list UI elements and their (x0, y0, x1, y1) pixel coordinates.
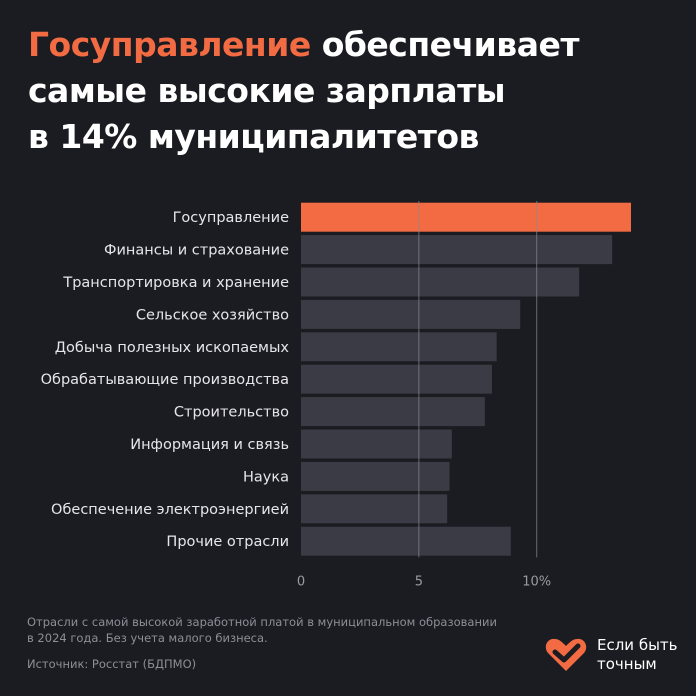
brand-logo: Если быть точным (545, 636, 678, 674)
bar-5 (301, 332, 497, 362)
bar-11 (301, 526, 511, 556)
title-line-3: в 14% муниципалитетов (28, 117, 479, 156)
category-label-6: Обрабатывающие производства (41, 372, 289, 388)
category-label-1: Госуправление (173, 210, 289, 226)
brand-name-line-1: Если быть (597, 636, 678, 654)
category-label-9: Наука (243, 469, 289, 485)
title-line-1: Госуправление обеспечивает (28, 22, 668, 68)
category-label-2: Финансы и страхование (104, 243, 289, 259)
bar-chart: Госуправление Финансы и страхование Трансп… (41, 201, 631, 589)
category-label-4: Сельское хозяйство (136, 307, 289, 323)
bar-4 (301, 299, 521, 329)
x-tick-label-2: 5 (415, 574, 423, 589)
brand-name: Если быть точным (597, 636, 678, 674)
x-tick-label-1: 0 (297, 574, 305, 589)
source-note: Источник: Росстат (БДПМО) (27, 657, 197, 671)
title-line-2: самые высокие зарплаты (28, 71, 506, 110)
title-line-1-rest: обеспечивает (310, 25, 580, 64)
bar-6 (301, 364, 492, 394)
bar-1 (301, 202, 631, 232)
title-accent: Госуправление (28, 25, 311, 64)
footnote-line-2: в 2024 года. Без учета малого бизнеса. (27, 631, 268, 645)
bar-7 (301, 397, 485, 427)
heart-check-logo-icon (545, 638, 587, 671)
category-label-10: Обеспечение электроэнергией (51, 502, 289, 518)
category-label-5: Добыча полезных ископаемых (55, 340, 290, 356)
category-label-3: Транспортировка и хранение (62, 275, 289, 291)
brand-name-line-2: точным (597, 655, 657, 673)
bar-9 (301, 461, 450, 491)
chart-title: Госуправление обеспечивает самые высокие… (28, 22, 668, 160)
bar-3 (301, 267, 580, 297)
footnote-line-1: Отрасли с самой высокой заработной плато… (27, 615, 497, 629)
x-tick-label-3: 10% (522, 574, 551, 589)
category-label-11: Прочие отрасли (166, 534, 289, 550)
bar-8 (301, 429, 452, 459)
category-label-7: Строительство (174, 405, 289, 421)
category-label-8: Информация и связь (130, 437, 289, 453)
bar-10 (301, 494, 448, 524)
footnote: Отрасли с самой высокой заработной плато… (27, 614, 527, 646)
bar-2 (301, 235, 613, 265)
